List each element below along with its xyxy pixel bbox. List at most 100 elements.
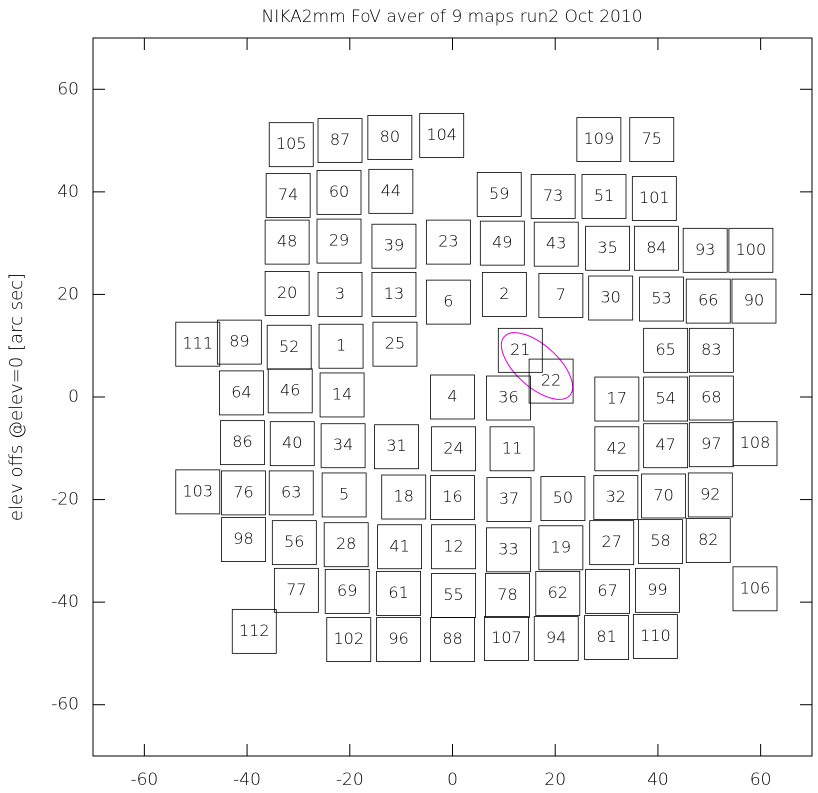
box-label: 27 bbox=[602, 532, 622, 551]
y-tick-label: 0 bbox=[68, 387, 79, 407]
detector-box bbox=[732, 566, 778, 612]
box-label: 98 bbox=[233, 529, 253, 548]
detector-box bbox=[220, 420, 265, 466]
detector-box bbox=[431, 524, 476, 570]
box-label: 23 bbox=[438, 232, 458, 251]
box-label: 46 bbox=[280, 380, 300, 399]
detector-box bbox=[484, 616, 529, 661]
detector-box bbox=[377, 524, 423, 570]
box-label: 19 bbox=[551, 537, 571, 556]
y-tick-label: -60 bbox=[51, 695, 79, 715]
detector-box bbox=[431, 426, 476, 472]
box-label: 97 bbox=[701, 434, 721, 453]
box-label: 17 bbox=[607, 389, 627, 408]
box-label: 2 bbox=[499, 284, 509, 303]
detector-box bbox=[594, 426, 640, 472]
detector-box bbox=[643, 423, 689, 469]
box-label: 53 bbox=[651, 289, 671, 308]
box-label: 73 bbox=[543, 186, 563, 205]
box-label: 54 bbox=[655, 389, 675, 408]
box-label: 108 bbox=[740, 433, 771, 452]
box-label: 83 bbox=[701, 340, 721, 359]
box-label: 111 bbox=[182, 334, 213, 353]
detector-box bbox=[629, 117, 675, 162]
detector-box bbox=[594, 376, 640, 422]
detector-box bbox=[320, 423, 366, 469]
detector-box bbox=[268, 470, 314, 516]
detector-box bbox=[372, 321, 418, 367]
box-label: 37 bbox=[499, 489, 519, 508]
detector-box bbox=[221, 470, 266, 516]
box-label: 109 bbox=[584, 129, 615, 148]
detector-box bbox=[489, 426, 535, 472]
box-label: 36 bbox=[498, 388, 518, 407]
box-label: 88 bbox=[442, 629, 462, 648]
box-label: 86 bbox=[232, 432, 252, 451]
box-label: 43 bbox=[546, 234, 566, 253]
detector-box bbox=[269, 421, 315, 467]
detector-box bbox=[376, 571, 421, 616]
detector-box bbox=[265, 173, 311, 218]
box-label: 110 bbox=[640, 626, 671, 645]
detector-box bbox=[585, 568, 630, 614]
box-label: 89 bbox=[229, 332, 249, 351]
detector-box bbox=[326, 617, 372, 662]
detector-box bbox=[231, 608, 277, 654]
box-label: 101 bbox=[639, 188, 670, 207]
detector-box bbox=[682, 227, 728, 273]
box-label: 7 bbox=[556, 285, 566, 304]
detector-box bbox=[584, 615, 629, 660]
box-label: 82 bbox=[698, 530, 718, 549]
box-label: 92 bbox=[700, 484, 720, 503]
detector-box bbox=[374, 424, 419, 470]
box-label: 18 bbox=[394, 487, 414, 506]
detector-box bbox=[221, 517, 266, 562]
box-label: 34 bbox=[333, 435, 353, 454]
box-label: 11 bbox=[502, 438, 522, 457]
detector-box bbox=[271, 520, 317, 566]
detector-box bbox=[324, 568, 370, 614]
detector-box bbox=[639, 276, 684, 322]
box-label: 77 bbox=[286, 580, 306, 599]
box-label: 40 bbox=[282, 433, 302, 452]
detector-box bbox=[381, 474, 427, 520]
detector-box bbox=[581, 174, 627, 219]
box-label: 61 bbox=[388, 583, 408, 602]
box-label: 32 bbox=[606, 487, 626, 506]
box-label: 3 bbox=[335, 284, 345, 303]
detector-box bbox=[641, 473, 686, 519]
detector-box bbox=[593, 475, 639, 520]
box-label: 60 bbox=[329, 182, 349, 201]
detector-box bbox=[497, 327, 543, 373]
detector-box bbox=[528, 358, 574, 404]
box-label: 65 bbox=[655, 340, 675, 359]
box-label: 99 bbox=[647, 580, 667, 599]
box-label: 25 bbox=[385, 334, 405, 353]
box-label: 29 bbox=[329, 231, 349, 250]
detector-box bbox=[688, 327, 734, 373]
detector-box bbox=[273, 567, 319, 613]
box-label: 94 bbox=[546, 628, 566, 647]
x-tick-label: -60 bbox=[130, 770, 158, 790]
box-label: 96 bbox=[388, 629, 408, 648]
detector-box bbox=[430, 475, 475, 520]
box-label: 81 bbox=[596, 627, 616, 646]
detector-box bbox=[430, 617, 475, 662]
box-label: 5 bbox=[339, 484, 349, 503]
detector-box bbox=[731, 278, 777, 324]
box-label: 103 bbox=[182, 481, 213, 500]
box-label: 4 bbox=[447, 387, 457, 406]
detector-box bbox=[317, 272, 363, 317]
box-label: 90 bbox=[744, 291, 764, 310]
box-label: 49 bbox=[492, 233, 512, 252]
box-label: 58 bbox=[650, 531, 670, 550]
detector-box bbox=[633, 225, 679, 271]
detector-box bbox=[268, 122, 314, 168]
detector-box bbox=[643, 376, 689, 422]
detector-box bbox=[732, 421, 778, 467]
detector-box bbox=[264, 271, 310, 316]
box-label: 84 bbox=[646, 238, 666, 257]
detector-box bbox=[425, 219, 471, 265]
x-tick-label: 20 bbox=[544, 770, 566, 790]
